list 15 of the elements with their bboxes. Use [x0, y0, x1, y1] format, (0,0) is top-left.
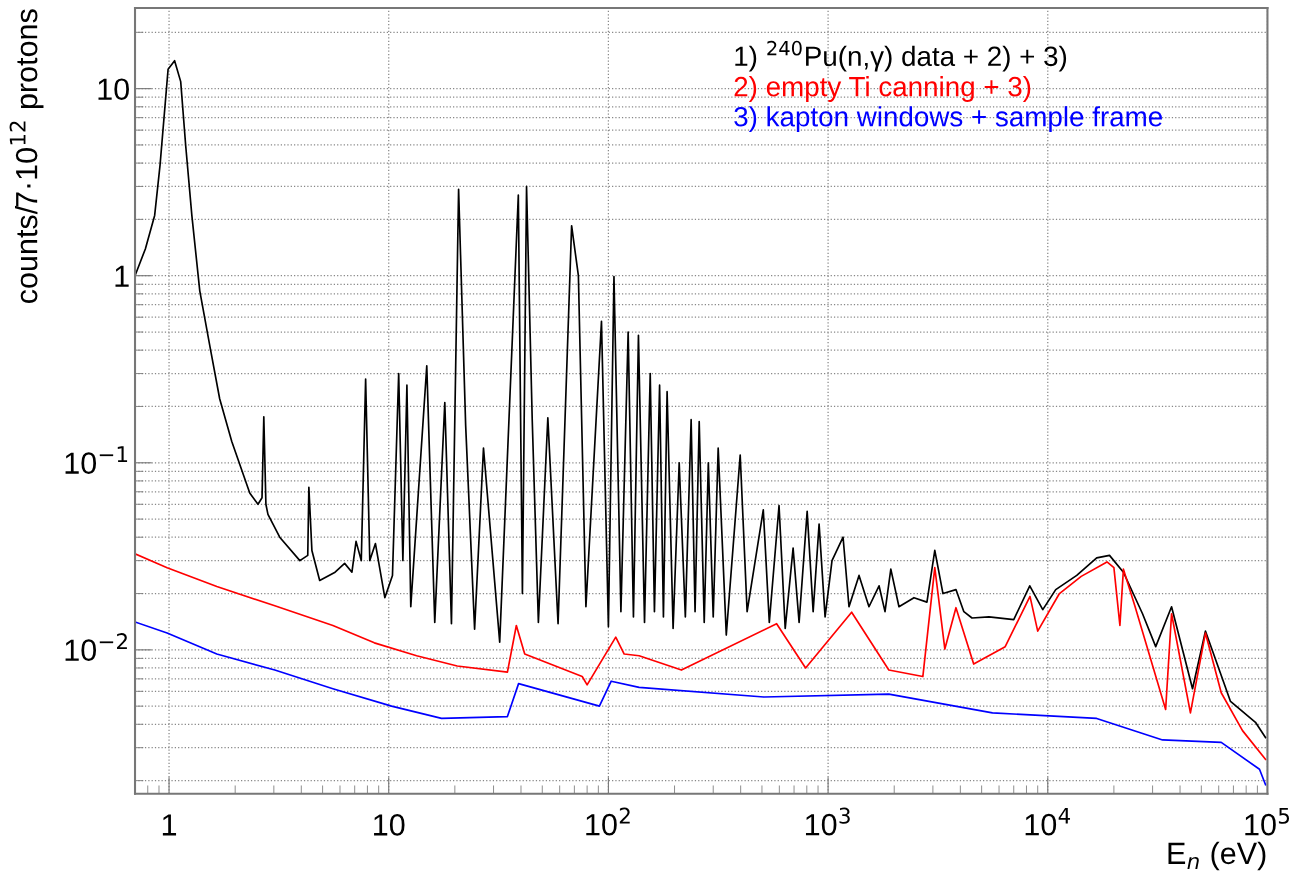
y-axis-title: counts/7·10$^{12}$ protons	[9, 9, 44, 304]
y-tick-label: 10$^{−2}$	[65, 633, 127, 661]
x-tick-label: 10$^{4}$	[1025, 807, 1071, 836]
y-tick-label: 10$^{−1}$	[65, 446, 128, 474]
x-tick-label: 1	[162, 814, 177, 836]
x-axis-title: E$_{n}$ (eV)	[1168, 841, 1266, 871]
text: 2) empty Ti canning + 3)	[734, 76, 1031, 102]
x-tick-label: 10	[374, 814, 405, 836]
text: 1) $^{240}$Pu(n,γ) data + 2) + 3)	[735, 40, 1067, 72]
text: 3) kapton windows + sample frame	[734, 106, 1162, 133]
x-tick-label: 10$^{2}$	[586, 807, 630, 836]
x-tick-label: 10$^{5}$	[1245, 807, 1290, 836]
y-tick-label: 1	[115, 265, 129, 287]
x-tick-label: 10$^{3}$	[805, 807, 850, 836]
y-tick-label: 10	[98, 78, 129, 101]
